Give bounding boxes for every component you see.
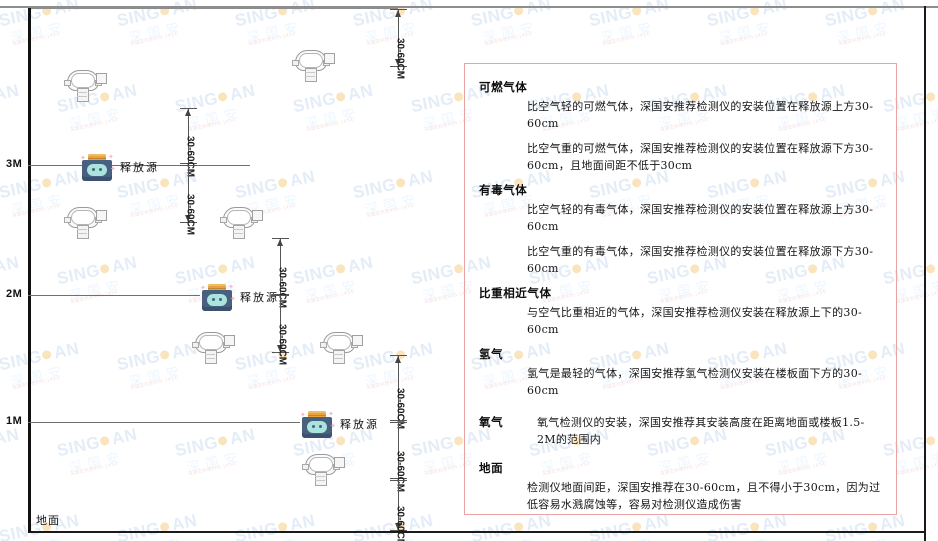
level-line-1m [28,422,300,423]
gas-detector-icon [290,48,336,84]
section-paragraph: 比空气轻的有毒气体，深国安推荐检测仪的安装位置在释放源上方30-60cm [527,203,874,233]
release-source-label: 释放源 [340,418,379,431]
vertical-axis [28,8,31,532]
info-panel: 可燃气体比空气轻的可燃气体，深国安推荐检测仪的安装位置在释放源上方30-60cm… [464,63,897,515]
ceiling-line [28,8,398,9]
release-source-icon: ✦ ✦ ✦ [80,152,116,182]
level-line-2m [28,295,200,296]
section-heading: 地面 [479,461,504,475]
frame-right-border [924,6,926,541]
gas-detector-icon [300,452,346,488]
section-paragraph: 与空气比重相近的气体，深国安推荐检测仪安装在释放源上下的30-60cm [527,306,863,336]
release-source-label: 释放源 [240,291,279,304]
section-heading: 可燃气体 [479,80,528,94]
release-source-icon: ✦ ✦ ✦ [200,282,236,312]
gas-detector-icon [62,205,108,241]
frame-top-border [0,6,938,8]
release-source-label: 释放源 [120,161,159,174]
gas-detector-icon [190,330,236,366]
section-heading: 氧气 [479,415,504,429]
section-heading: 有毒气体 [479,183,528,197]
ground-label: 地面 [36,514,60,527]
gas-detector-icon [62,68,108,104]
section-paragraph: 比空气轻的可燃气体，深国安推荐检测仪的安装位置在释放源上方30-60cm [527,100,874,130]
section-heading: 比重相近气体 [479,286,552,300]
section-paragraph: 检测仪地面间距，深国安推荐在30-60cm，且不得小于30cm，因为过低容易水溅… [527,481,881,511]
info-panel-body: 可燃气体比空气轻的可燃气体，深国安推荐检测仪的安装位置在释放源上方30-60cm… [465,64,896,514]
section-paragraph: 比空气重的有毒气体，深国安推荐检测仪的安装位置在释放源下方30-60cm [527,245,874,275]
axis-label-2m: 2M [6,288,23,300]
axis-label-3m: 3M [6,158,23,170]
gas-detector-icon [218,205,264,241]
section-paragraph: 氢气是最轻的气体，深国安推荐氢气检测仪安装在楼板面下方的30-60cm [527,367,863,397]
section-paragraph: 氧气检测仪的安装，深国安推荐其安装高度在距离地面或楼板1.5-2M的范围内 [537,416,865,446]
section-paragraph: 比空气重的可燃气体，深国安推荐检测仪的安装位置在释放源下方30-60cm，且地面… [527,142,874,172]
gas-detector-icon [318,330,364,366]
axis-label-1m: 1M [6,415,23,427]
section-heading: 氢气 [479,347,504,361]
release-source-icon: ✦ ✦ ✦ [300,409,336,439]
level-line-3m [28,165,250,166]
frame-bottom-border [28,531,924,533]
